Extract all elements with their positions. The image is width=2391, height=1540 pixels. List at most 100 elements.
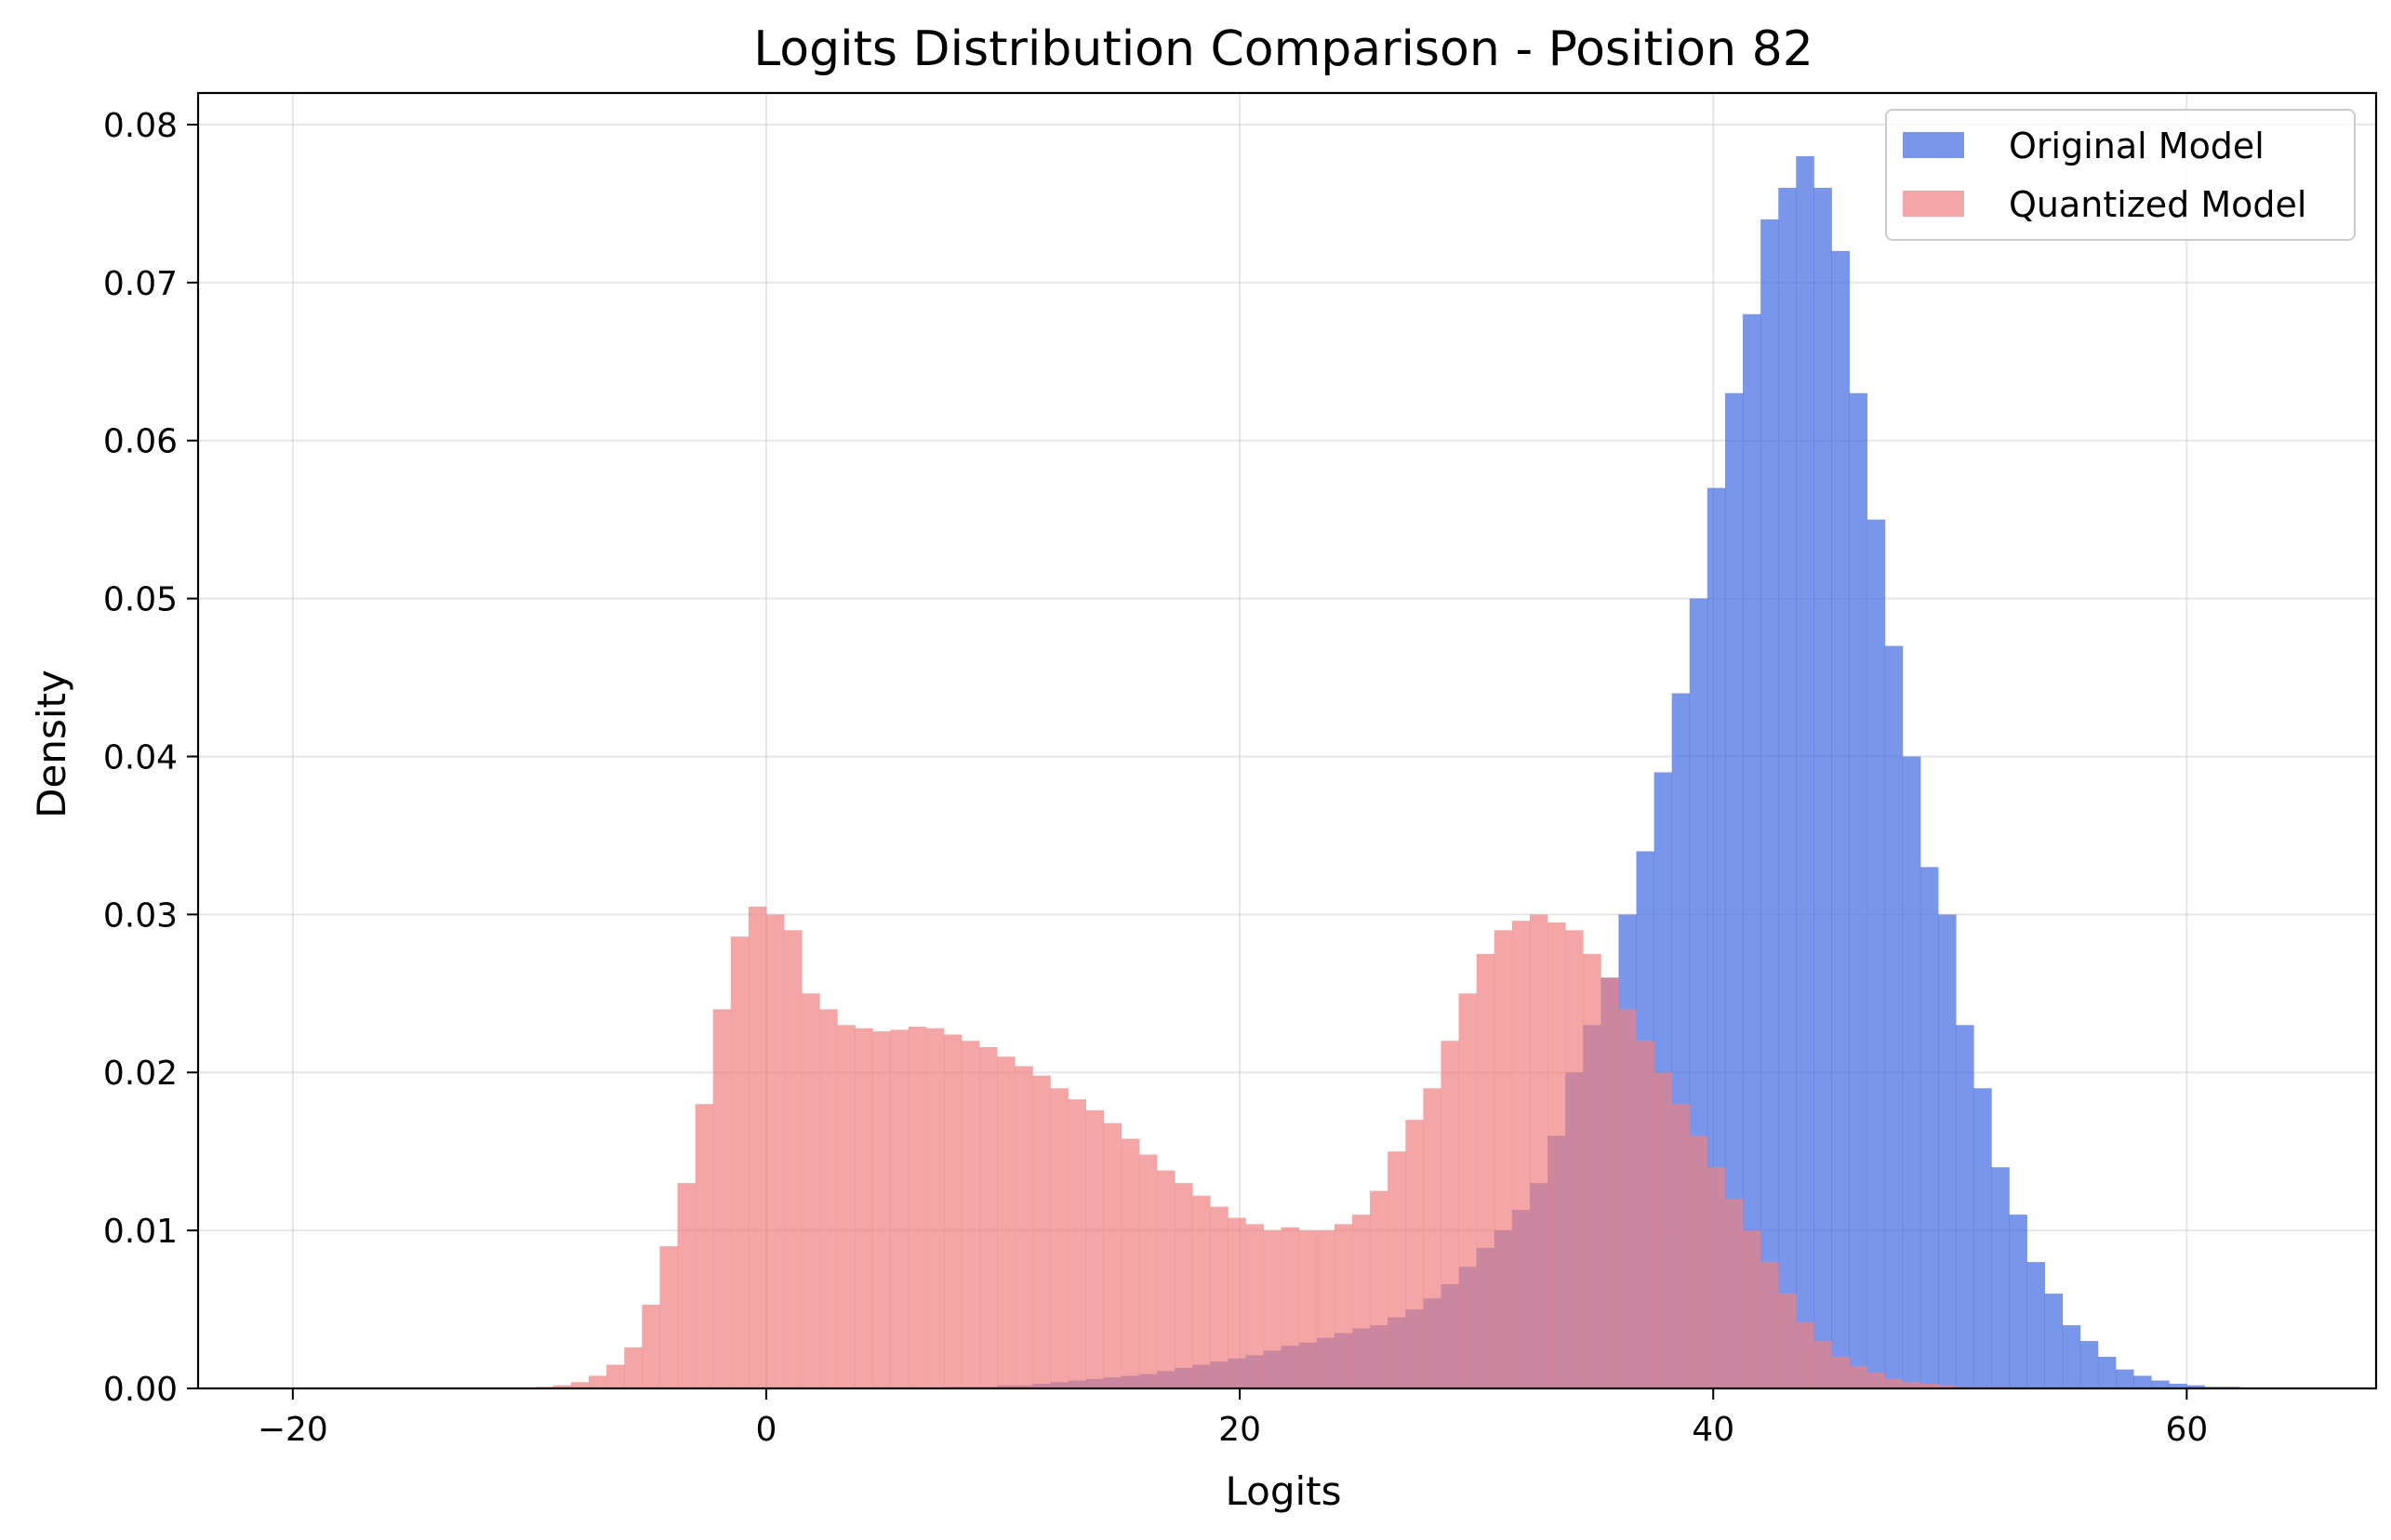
histogram-bar <box>1849 1366 1868 1388</box>
histogram-bar <box>1636 1041 1654 1388</box>
histogram-bar <box>1831 1357 1850 1388</box>
x-tick-label: 20 <box>1218 1411 1261 1449</box>
legend-label-original: Original Model <box>2009 126 2265 166</box>
x-tick-label: 60 <box>2165 1411 2208 1449</box>
legend: Original Model Quantized Model <box>1885 109 2356 241</box>
y-axis-label: Density <box>29 670 74 818</box>
histogram-bar <box>1281 1227 1300 1388</box>
x-tick-label: 40 <box>1692 1411 1734 1449</box>
histogram-bar <box>2009 1215 2027 1388</box>
y-tick-label: 0.07 <box>103 265 178 303</box>
histogram-bar <box>1511 921 1531 1388</box>
y-tick-label: 0.04 <box>103 738 178 777</box>
y-tick-label: 0.08 <box>103 107 178 145</box>
histogram-bar <box>1796 1321 1814 1388</box>
histogram-bar <box>837 1025 856 1388</box>
histogram-bar <box>784 930 803 1388</box>
histogram-bar <box>1796 155 1814 1389</box>
histogram-bar <box>1938 1385 1957 1388</box>
histogram-bar <box>1866 519 1886 1388</box>
histogram-bar <box>1565 930 1584 1388</box>
histogram-bar <box>1724 392 1744 1388</box>
histogram-bar <box>1352 1215 1371 1388</box>
histogram-bar <box>1476 953 1495 1388</box>
histogram-bar <box>589 1375 607 1388</box>
y-tick-label: 0.00 <box>103 1371 178 1409</box>
histogram-bar <box>1902 756 1921 1388</box>
histogram-bar <box>2115 1369 2134 1388</box>
histogram-bar <box>1919 867 1939 1388</box>
histogram-bar <box>819 1009 838 1388</box>
histogram-bar <box>1032 1075 1051 1388</box>
histogram-bar <box>1210 1206 1229 1388</box>
histogram-bar <box>943 1034 963 1388</box>
histogram-bar <box>1085 1110 1105 1388</box>
grid <box>198 93 2376 1389</box>
x-axis-label: Logits <box>1225 1468 1341 1514</box>
histogram-bar <box>908 1026 927 1388</box>
histogram-bar <box>1813 187 1832 1388</box>
histogram-bar <box>1405 1120 1424 1388</box>
histogram-bar <box>1529 914 1548 1388</box>
histogram-bar <box>2044 1294 2064 1388</box>
x-tick-label: 0 <box>756 1411 777 1449</box>
histogram-bar <box>872 1031 892 1388</box>
histogram-bar <box>1618 1009 1637 1388</box>
histogram-bar <box>1707 1167 1726 1388</box>
histogram-bar <box>961 1041 980 1388</box>
histogram-bar <box>1388 1151 1406 1388</box>
plot-frame <box>196 91 2378 1390</box>
histogram-bar <box>1919 1383 1939 1388</box>
histogram-bar <box>2133 1375 2152 1388</box>
histogram-bar <box>1334 1224 1353 1388</box>
y-tick-label: 0.03 <box>103 896 178 935</box>
histogram-bar <box>1884 1378 1904 1388</box>
histogram-bar <box>695 1104 714 1388</box>
histogram-bar <box>1458 993 1478 1388</box>
histogram-bar <box>1671 1104 1691 1388</box>
histogram-bar <box>1654 1072 1673 1388</box>
histogram-bar <box>890 1029 910 1388</box>
histogram-bar <box>1938 914 1957 1388</box>
histogram-bar <box>1601 977 1619 1388</box>
histogram-bar <box>2097 1357 2117 1388</box>
histogram-bar <box>1263 1230 1282 1388</box>
y-tick-label: 0.02 <box>103 1055 178 1093</box>
histogram-bar <box>1138 1154 1158 1388</box>
histogram-bar <box>1175 1183 1193 1388</box>
histogram-bar <box>1849 392 1868 1388</box>
histogram-bar <box>1548 922 1566 1388</box>
histogram-bar <box>1689 1135 1708 1388</box>
histogram-bar <box>1423 1088 1441 1388</box>
legend-swatch-quantized <box>1903 191 1964 217</box>
bars <box>535 155 2241 1389</box>
histogram-bar <box>1973 1088 1992 1388</box>
histogram-bar <box>1192 1195 1211 1388</box>
histogram-bar <box>1760 1262 1779 1388</box>
histogram-bar <box>642 1304 660 1388</box>
histogram-bar <box>1884 645 1904 1388</box>
histogram-bar <box>748 906 767 1388</box>
legend-swatch-original <box>1903 132 1964 158</box>
histogram-bar <box>855 1028 873 1388</box>
histogram-bar <box>925 1028 945 1388</box>
histogram-bar <box>1743 313 1761 1389</box>
histogram-bar <box>1583 953 1601 1388</box>
histogram-bar <box>1902 1382 1921 1388</box>
histogram-bar <box>765 914 785 1388</box>
histogram-bar <box>1707 487 1726 1388</box>
histogram-bar <box>606 1364 625 1388</box>
histogram-bar <box>997 1056 1016 1388</box>
y-tick-label: 0.06 <box>103 423 178 461</box>
histogram-bar <box>1760 219 1779 1388</box>
histogram-bar <box>1813 1341 1832 1388</box>
histogram-bar <box>1991 1167 2010 1388</box>
histogram-bar <box>624 1347 643 1388</box>
chart-title: Logits Distribution Comparison - Positio… <box>753 21 1813 77</box>
axis-ticks: −20 0 20 40 60 0.00 0.01 0.02 0.03 0.04 0.05 0.06 0.… <box>103 107 2208 1449</box>
histogram-bar <box>1831 250 1850 1388</box>
histogram-bar <box>1103 1122 1122 1388</box>
histogram-bar <box>1956 1025 1974 1388</box>
legend-label-quantized: Quantized Model <box>2009 184 2306 225</box>
